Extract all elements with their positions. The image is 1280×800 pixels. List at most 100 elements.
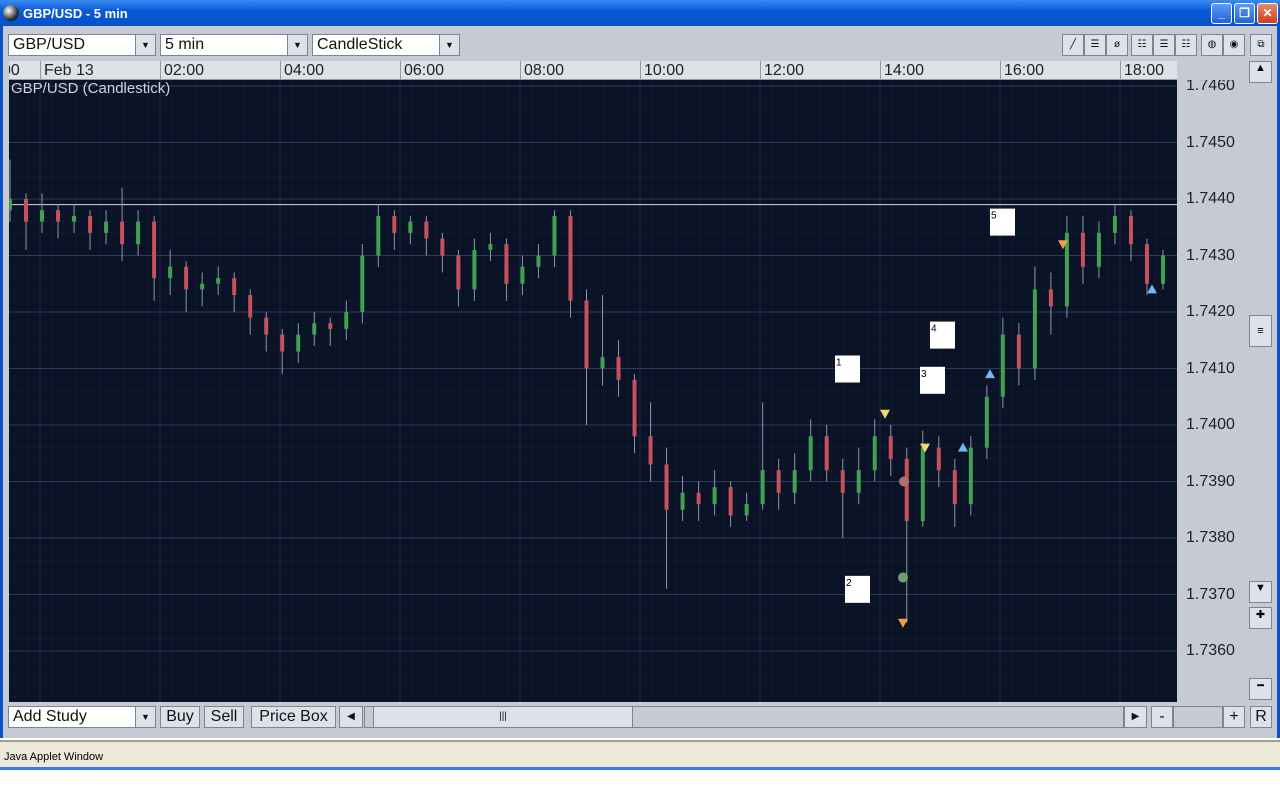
time-tick-label: 04:00 — [280, 61, 324, 79]
candle-body — [872, 436, 877, 471]
price-zoom-out-button[interactable]: ━ — [1249, 678, 1272, 700]
buy-signal-triangle-icon — [985, 369, 995, 379]
price-tick-label: 1.7450 — [1186, 133, 1235, 151]
candle-body — [120, 221, 125, 245]
candle-body — [1161, 255, 1165, 284]
annotation-box — [835, 355, 860, 383]
price-tick-label: 1.7360 — [1186, 642, 1235, 659]
price-tick-label: 1.7390 — [1186, 472, 1235, 490]
grid2-icon[interactable]: ☰ — [1153, 34, 1175, 56]
time-tick-label: 00 — [9, 62, 20, 79]
candle-body — [232, 278, 237, 296]
candle-body — [296, 334, 301, 352]
grid1-icon[interactable]: ☷ — [1131, 34, 1153, 56]
line-tool-icon[interactable]: ╱ — [1062, 34, 1084, 56]
grid3-icon[interactable]: ☷ — [1175, 34, 1197, 56]
candle-body — [952, 470, 957, 505]
price-box-button[interactable]: Price Box — [251, 706, 336, 728]
annotation-label: 4 — [931, 324, 937, 335]
horizontal-scroll-thumb[interactable]: ||| — [373, 706, 633, 728]
horizontal-line-icon[interactable]: ☰ — [1084, 34, 1106, 56]
annotation-label: 1 — [836, 358, 842, 369]
candle-body — [1032, 289, 1037, 369]
scroll-up-button[interactable]: ▲ — [1249, 61, 1272, 83]
reset-button[interactable]: R — [1250, 706, 1272, 728]
interval-select[interactable]: 5 min ▼ — [160, 34, 308, 56]
price-tick-label: 1.7440 — [1186, 190, 1235, 207]
sell-signal-triangle-icon — [920, 443, 930, 453]
candle-body — [760, 470, 765, 505]
candle-body — [9, 199, 12, 211]
add-study-select[interactable]: Add Study ▼ — [8, 706, 156, 728]
candle-body — [24, 199, 29, 222]
time-tick-label: Feb 13 — [40, 61, 94, 79]
candle-body — [600, 357, 605, 369]
candle-body — [280, 334, 285, 352]
price-axis[interactable]: 1.7460 1.7450 1.7440 1.7430 1.7420 1.7410 1.74… — [1177, 80, 1247, 702]
candle-body — [424, 221, 429, 239]
candle-body — [344, 312, 349, 329]
candlestick-chart[interactable]: 1 2 3 4 5 — [9, 80, 1177, 702]
candle-body — [632, 379, 637, 437]
time-tick-label: 06:00 — [400, 61, 444, 79]
candle-body — [744, 504, 749, 516]
color2-icon[interactable]: ◉ — [1223, 34, 1245, 56]
scroll-down-button[interactable]: ▼ — [1249, 581, 1272, 603]
candle-body — [1064, 232, 1069, 307]
signal-circle-marker — [898, 572, 908, 583]
candle-body — [840, 470, 845, 493]
zoom-slider[interactable] — [1173, 706, 1223, 728]
candle-body — [888, 436, 893, 459]
buy-button[interactable]: Buy — [160, 706, 200, 728]
annotation-box — [930, 321, 955, 349]
candle-body — [504, 244, 509, 284]
fibonacci-icon[interactable]: ø — [1106, 34, 1128, 56]
candle-body — [104, 221, 109, 233]
candle-body — [40, 210, 45, 222]
symbol-select[interactable]: GBP/USD ▼ — [8, 34, 156, 56]
minimize-button[interactable]: _ — [1211, 3, 1232, 24]
buy-signal-triangle-icon — [1147, 284, 1157, 294]
candle-body — [168, 266, 173, 279]
sell-button[interactable]: Sell — [204, 706, 244, 728]
time-tick-label: 12:00 — [760, 61, 804, 79]
candle-body — [56, 210, 61, 222]
chart-type-select[interactable]: CandleStick ▼ — [312, 34, 460, 56]
candle-body — [696, 492, 701, 505]
candle-body — [1048, 289, 1053, 307]
candle-body — [264, 317, 269, 335]
candle-body — [312, 323, 317, 335]
scroll-left-button[interactable]: ◀ — [339, 706, 363, 728]
candle-body — [920, 447, 925, 522]
price-zoom-in-button[interactable]: ✚ — [1249, 607, 1272, 629]
annotation-box — [990, 208, 1015, 236]
close-button[interactable]: ✕ — [1257, 3, 1278, 24]
detach-icon[interactable]: ⧉ — [1250, 34, 1272, 56]
candle-body — [792, 470, 797, 493]
candle-body — [408, 221, 413, 233]
candle-body — [904, 458, 909, 522]
candle-body — [136, 221, 141, 245]
candle-body — [1000, 334, 1005, 397]
interval-value: 5 min — [165, 36, 205, 53]
candle-body — [968, 447, 973, 505]
zoom-in-button[interactable]: + — [1223, 706, 1245, 728]
chevron-down-icon[interactable]: ▼ — [135, 35, 155, 55]
annotation-label: 5 — [991, 211, 997, 222]
scroll-thumb[interactable]: ≡ — [1249, 315, 1272, 347]
buy-signal-triangle-icon — [958, 442, 968, 452]
restore-button[interactable]: ❐ — [1234, 3, 1255, 24]
chevron-down-icon[interactable]: ▼ — [135, 707, 155, 727]
chevron-down-icon[interactable]: ▼ — [287, 35, 307, 55]
scroll-right-button[interactable]: ▶ — [1124, 706, 1147, 728]
color1-icon[interactable]: ◍ — [1201, 34, 1223, 56]
price-tick-label: 1.7430 — [1186, 246, 1235, 264]
vertical-scrollbar[interactable]: ▲ ≡ ▼ ✚ ━ — [1249, 61, 1272, 704]
zoom-out-button[interactable]: - — [1151, 706, 1173, 728]
time-tick-label: 08:00 — [520, 61, 564, 79]
chevron-down-icon[interactable]: ▼ — [439, 35, 459, 55]
annotation-label: 3 — [921, 369, 927, 380]
candle-body — [712, 487, 717, 505]
candle-body — [456, 255, 461, 290]
candle-body — [200, 283, 205, 290]
